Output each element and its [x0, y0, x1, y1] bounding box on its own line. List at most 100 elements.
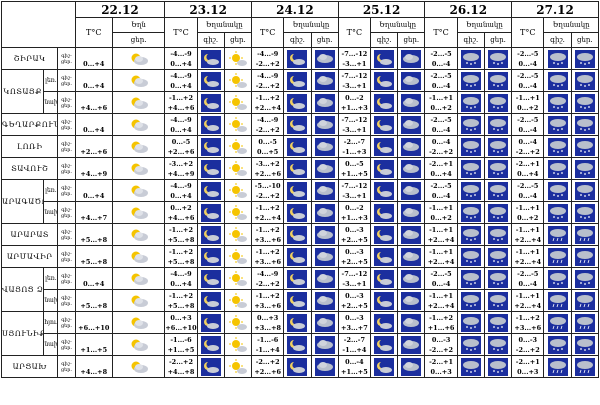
snow-cloud-icon: [483, 223, 513, 246]
temperature-cell: 0...-3 -2...+2: [511, 333, 545, 356]
snow-cloud-icon: [570, 157, 600, 180]
snow-cloud-icon: [570, 179, 600, 202]
region-name: ԱՐԱՐԱՏ: [0, 223, 59, 246]
rain-cloud-icon: [543, 245, 572, 268]
snow-cloud-icon: [543, 113, 572, 136]
snow-cloud-icon: [483, 333, 513, 356]
temperature-cell: -2...-5 0...-4: [511, 47, 545, 70]
temperature-cell: 0...+4: [74, 69, 113, 92]
moon-cloud-icon: [196, 135, 225, 158]
temperature-cell: -1...+1 0...+2: [511, 201, 545, 224]
moon-cloud-icon: [196, 157, 225, 180]
snow-cloud-icon: [456, 135, 485, 158]
region-name: ՏԱՎՈՒՇ: [0, 157, 59, 180]
snow-cloud-icon: [456, 113, 485, 136]
moon-cloud-icon: [283, 201, 312, 224]
temperature-cell: +5...+8: [74, 223, 113, 246]
rain-cloud-icon: [570, 311, 600, 334]
moon-cloud-icon: [370, 355, 399, 378]
temperature-cell: -1...+2 +5...+8: [164, 289, 198, 312]
temperature-cell: -1...+1 +2...+4: [511, 289, 545, 312]
snow-cloud-icon: [543, 157, 572, 180]
temperature-cell: -3...+2 +2...+6: [251, 157, 285, 180]
snow-cloud-icon: [456, 333, 485, 356]
region-name: ԿՈՏԱՅՔ: [0, 69, 45, 114]
snow-cloud-icon: [483, 311, 513, 334]
day-label: ցեր.: [483, 32, 513, 48]
moon-cloud-icon: [370, 311, 399, 334]
temperature-cell: -1...+1 0...+2: [424, 91, 458, 114]
snow-cloud-icon: [570, 91, 600, 114]
night-label: գիշ.: [370, 32, 399, 48]
weather-header: Եղանակը: [456, 17, 513, 33]
cloud-icon: [397, 47, 426, 70]
moon-cloud-icon: [283, 267, 312, 290]
temperature-cell: -2...+1 0...+3: [424, 355, 458, 378]
moon-cloud-icon: [196, 47, 225, 70]
row-label: գիշ-ցեր.: [57, 69, 76, 92]
moon-cloud-icon: [196, 223, 225, 246]
cloud-icon: [397, 223, 426, 246]
temperature-cell: -2...-7 -1...+4: [337, 333, 372, 356]
cloud-icon: [310, 223, 339, 246]
snow-cloud-icon: [543, 179, 572, 202]
temperature-cell: 0...+3 +3...+8: [251, 311, 285, 334]
temp-header: T°C: [74, 17, 113, 48]
temperature-cell: -4...-9 0...+4: [164, 113, 198, 136]
temperature-cell: -1...+1 +2...+4: [424, 245, 458, 268]
snow-cloud-icon: [456, 311, 485, 334]
cloud-sun-icon: [111, 245, 166, 268]
date-header: 22.12: [74, 1, 166, 18]
cloud-icon: [397, 245, 426, 268]
temperature-cell: -1...-6 +1...+5: [164, 333, 198, 356]
temperature-cell: -1...-6 -1...+4: [251, 333, 285, 356]
cloud-icon: [397, 333, 426, 356]
corner-cell: [1, 1, 76, 48]
temperature-cell: -1...+1 0...+2: [511, 91, 545, 114]
date-header: 23.12: [164, 1, 253, 18]
cloud-sun-icon: [111, 311, 166, 334]
sun-icon: [223, 157, 253, 180]
snow-cloud-icon: [543, 201, 572, 224]
snow-cloud-icon: [543, 135, 572, 158]
snow-cloud-icon: [456, 355, 485, 378]
cloud-sun-icon: [111, 201, 166, 224]
temperature-cell: -7...-12 -3...+1: [337, 113, 372, 136]
cloud-sun-icon: [111, 113, 166, 136]
temperature-cell: -1...+2 +3...+6: [251, 223, 285, 246]
sun-icon: [223, 267, 253, 290]
temperature-cell: 0...-3 +3...+7: [337, 311, 372, 334]
temperature-cell: -1...+1 +2...+4: [511, 245, 545, 268]
weather-forecast-table: 22.12 23.12 24.12 25.12 26.12 27.12 T°C Եղն T°C Ե…: [0, 1, 600, 378]
temperature-cell: -2...+1 0...+4: [511, 157, 545, 180]
region-name: ԱՐՑԱԽ: [0, 355, 59, 378]
sun-icon: [223, 69, 253, 92]
snow-cloud-icon: [483, 355, 513, 378]
region-subzone: նախ.: [43, 289, 59, 312]
temperature-cell: -7...-12 -3...+1: [337, 267, 372, 290]
night-label: գիշ.: [456, 32, 485, 48]
snow-cloud-icon: [543, 333, 572, 356]
cloud-icon: [397, 135, 426, 158]
snow-cloud-icon: [456, 245, 485, 268]
region-subzone: լեռ.: [43, 267, 59, 290]
region-name: ՎԱՅՈՑ ՁՈՐ: [0, 267, 45, 312]
snow-cloud-icon: [483, 47, 513, 70]
snow-cloud-icon: [456, 201, 485, 224]
snow-cloud-icon: [570, 47, 600, 70]
cloud-sun-icon: [111, 267, 166, 290]
temperature-cell: -1...+2 +5...+8: [164, 245, 198, 268]
temperature-cell: 0...-5 0...+5: [251, 135, 285, 158]
first-day-sublabel: Եղն: [111, 17, 166, 33]
cloud-icon: [310, 157, 339, 180]
cloud-icon: [310, 333, 339, 356]
day-label: ցեր.: [570, 32, 600, 48]
temperature-cell: -4...-9 0...+4: [164, 47, 198, 70]
temperature-cell: -2...-5 0...-4: [511, 113, 545, 136]
temperature-cell: 0...+3 +6...+10: [164, 311, 198, 334]
cloud-icon: [397, 113, 426, 136]
temperature-cell: -4...-9 -2...+2: [251, 47, 285, 70]
snow-cloud-icon: [456, 91, 485, 114]
temperature-cell: -1...+1 +2...+4: [511, 223, 545, 246]
sun-icon: [223, 201, 253, 224]
